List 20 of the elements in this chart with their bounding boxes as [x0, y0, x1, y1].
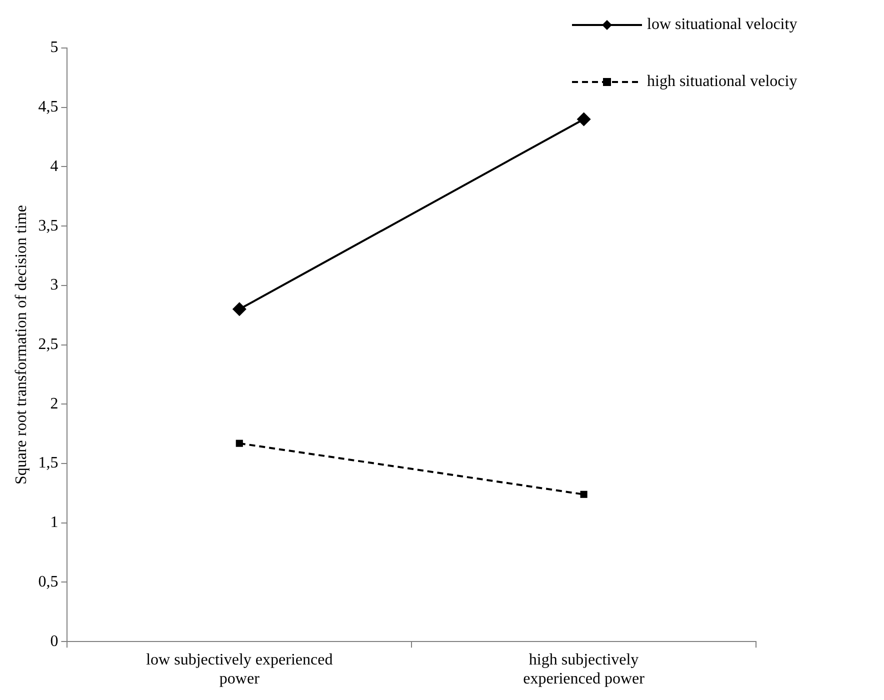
y-tick-label: 2,5 [38, 336, 58, 354]
y-tick-label: 5 [50, 39, 58, 56]
y-tick-label: 2 [50, 395, 58, 412]
y-tick-label: 3 [50, 276, 58, 294]
point [580, 490, 588, 498]
legend-label: low situational velocity [647, 16, 798, 34]
y-axis-title: Square root transformation of decision time [12, 205, 30, 485]
y-tick-label: 3,5 [38, 217, 58, 234]
point [576, 112, 591, 126]
point [232, 302, 246, 316]
y-tick-label: 4 [50, 158, 58, 175]
x-tick-label: high subjectively experienced power [523, 651, 646, 688]
y-tick-label: 0,5 [38, 573, 58, 590]
y-tick-label: 1,5 [38, 454, 58, 472]
y-tick-label: 4,5 [38, 98, 58, 116]
y-tick-label: 0 [50, 632, 58, 650]
x-tick-label: low subjectively experienced power [146, 651, 333, 688]
point [236, 440, 243, 447]
y-tick-label: 1 [50, 514, 58, 532]
legend-label: high situational velociy [647, 73, 798, 90]
